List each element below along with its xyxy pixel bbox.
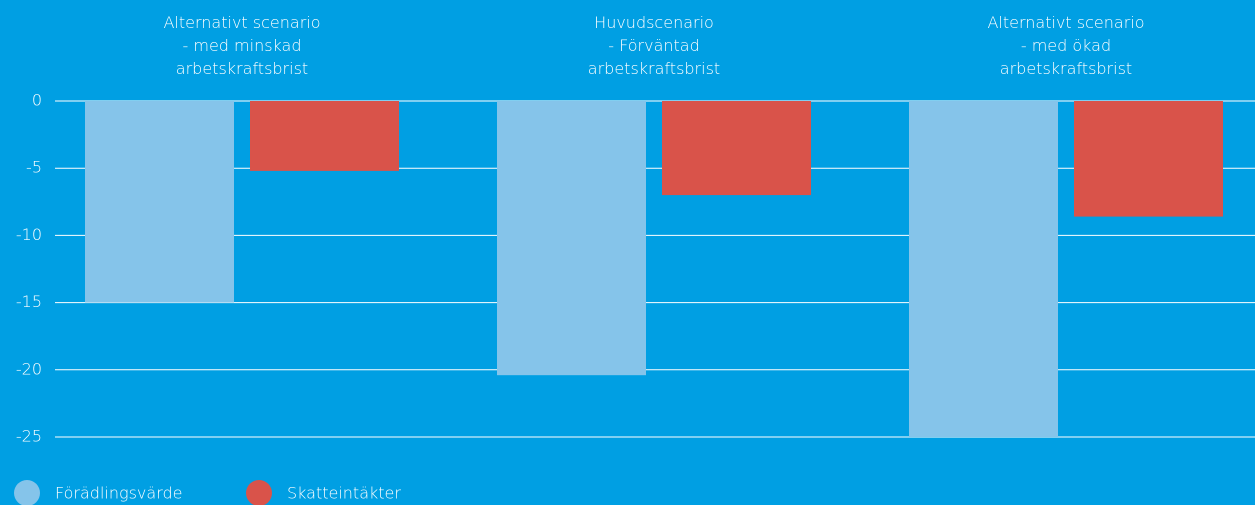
- y-tick-label: -5: [26, 158, 42, 177]
- legend-label: Förädlingsvärde: [55, 484, 183, 503]
- bar: [250, 101, 399, 171]
- y-tick-label: -15: [16, 292, 42, 311]
- legend-swatch: [246, 480, 272, 505]
- category-label: Alternativt scenario - med ökad arbetskr…: [987, 13, 1145, 78]
- bar: [85, 101, 234, 303]
- bar: [909, 101, 1058, 437]
- bar: [1074, 101, 1223, 217]
- y-tick-label: 0: [32, 91, 42, 110]
- category-label: Huvudscenario - Förväntad arbetskraftsbr…: [587, 13, 721, 78]
- y-tick-label: -25: [16, 427, 42, 446]
- legend-label: Skatteintäkter: [287, 484, 401, 503]
- y-tick-label: -20: [16, 359, 42, 378]
- legend-swatch: [14, 480, 40, 505]
- category-label: Alternativt scenario - med minskad arbet…: [163, 13, 321, 78]
- bar: [497, 101, 646, 376]
- bar: [662, 101, 811, 196]
- y-tick-label: -10: [16, 225, 42, 244]
